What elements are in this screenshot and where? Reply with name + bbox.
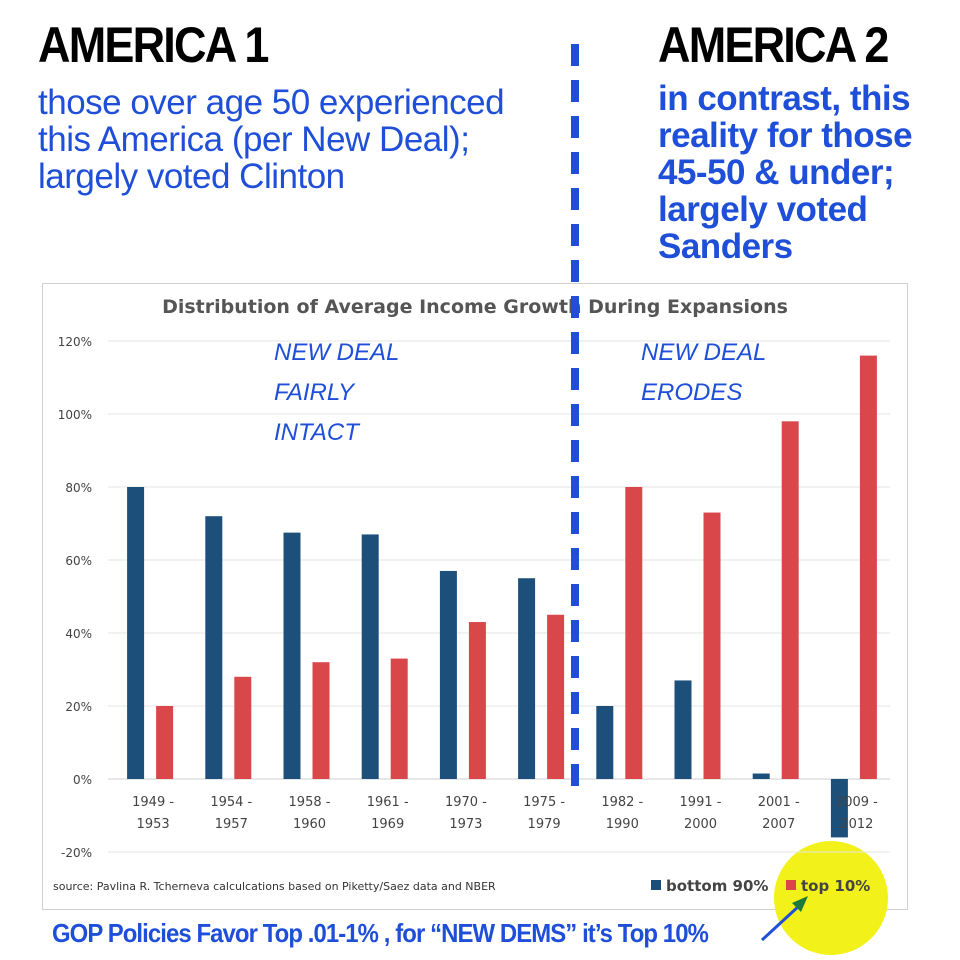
bar-top-10	[468, 622, 486, 779]
right-desc-line: largely voted	[658, 190, 868, 229]
y-tick-label: 0%	[73, 773, 92, 787]
new-deal-intact-annotation: NEW DEAL FAIRLY INTACT	[274, 333, 399, 453]
annot-line: NEW DEAL	[274, 339, 400, 366]
highlight-circle	[774, 841, 888, 955]
bar-bottom-90	[361, 534, 379, 779]
y-axis-ticks: 120% 100% 80% 60% 40% 20% 0% -20%	[58, 335, 92, 860]
bar-top-10	[156, 706, 174, 779]
legend-swatch-top	[786, 880, 796, 890]
annot-line: NEW DEAL	[641, 339, 767, 366]
bar-top-10	[703, 512, 721, 779]
america-1-description: those over age 50 experienced this Ameri…	[38, 83, 505, 196]
x-tick-label: 1961 -	[367, 795, 409, 810]
bar-bottom-90	[518, 578, 536, 779]
y-tick-label: 40%	[65, 627, 92, 641]
y-tick-label: 20%	[65, 700, 92, 714]
x-tick-label: 1991 -	[680, 795, 722, 810]
left-desc-line: those over age 50 experienced	[38, 83, 505, 122]
x-tick-label: 1970 -	[445, 795, 487, 810]
right-desc-line: reality for those	[658, 116, 913, 155]
y-tick-label: -20%	[61, 846, 92, 860]
left-desc-line: largely voted Clinton	[38, 157, 345, 196]
america-1-title: AMERICA 1	[38, 17, 269, 73]
bar-bottom-90	[127, 487, 145, 779]
legend-label-bottom: bottom 90%	[666, 877, 768, 895]
bar-bottom-90	[830, 779, 848, 838]
left-desc-line: this America (per New Deal);	[38, 120, 470, 159]
x-tick-label: 1969	[371, 817, 404, 832]
bars	[127, 355, 877, 838]
bar-bottom-90	[283, 532, 301, 779]
x-tick-label: 2000	[684, 817, 717, 832]
bar-bottom-90	[596, 706, 614, 779]
x-tick-label: 1960	[293, 817, 326, 832]
america-2-description: in contrast, this reality for those 45-5…	[658, 79, 913, 266]
bar-top-10	[390, 658, 408, 779]
bar-bottom-90	[752, 773, 770, 779]
x-tick-label: 1954 -	[210, 795, 252, 810]
legend-swatch-bottom	[651, 880, 661, 890]
y-tick-label: 80%	[65, 481, 92, 495]
right-desc-line: in contrast, this	[658, 79, 911, 118]
bar-top-10	[781, 421, 799, 779]
right-desc-line: 45-50 & under;	[658, 153, 895, 192]
x-tick-label: 1975 -	[523, 795, 565, 810]
gridlines	[108, 340, 890, 853]
america-2-title: AMERICA 2	[658, 17, 889, 73]
y-tick-label: 120%	[58, 335, 92, 349]
bar-bottom-90	[439, 570, 457, 779]
bar-bottom-90	[674, 680, 692, 779]
chart-source: source: Pavlina R. Tcherneva calculcatio…	[53, 880, 496, 893]
legend: bottom 90% top 10%	[651, 877, 870, 895]
x-tick-label: 2001 -	[758, 795, 800, 810]
x-tick-label: 1949 -	[132, 795, 174, 810]
legend-label-top: top 10%	[801, 877, 870, 895]
right-desc-line: Sanders	[658, 227, 793, 266]
x-axis-ticks: 1949 - 1953 1954 - 1957 1958 - 1960 1961 - 1969…	[132, 795, 878, 832]
caption: GOP Policies Favor Top .01-1% , for “NEW…	[52, 918, 709, 948]
x-tick-label: 1957	[215, 817, 248, 832]
x-tick-label: 2009 -	[836, 795, 878, 810]
pointer-arrow	[760, 903, 802, 942]
x-tick-label: 2012	[840, 817, 873, 832]
x-tick-label: 2007	[762, 817, 795, 832]
annot-line: ERODES	[641, 379, 743, 406]
x-tick-label: 1990	[606, 817, 639, 832]
bar-bottom-90	[205, 516, 223, 779]
x-tick-label: 1958 -	[289, 795, 331, 810]
x-tick-label: 1979	[528, 817, 561, 832]
x-tick-label: 1953	[137, 817, 170, 832]
y-tick-label: 100%	[58, 408, 92, 422]
y-tick-label: 60%	[65, 554, 92, 568]
chart-title: Distribution of Average Income Growth Du…	[162, 296, 788, 318]
bar-top-10	[859, 355, 877, 779]
bar-top-10	[234, 676, 252, 779]
annot-line: INTACT	[274, 419, 359, 446]
x-tick-label: 1973	[449, 817, 482, 832]
annot-line: FAIRLY	[274, 379, 355, 406]
pointer-arrow-head	[792, 896, 808, 912]
chart-panel: Distribution of Average Income Growth Du…	[42, 283, 908, 910]
bar-top-10	[547, 614, 565, 779]
x-tick-label: 1982 -	[601, 795, 643, 810]
bar-top-10	[312, 662, 330, 779]
new-deal-erodes-annotation: NEW DEAL ERODES	[641, 333, 766, 413]
bar-top-10	[625, 487, 643, 779]
